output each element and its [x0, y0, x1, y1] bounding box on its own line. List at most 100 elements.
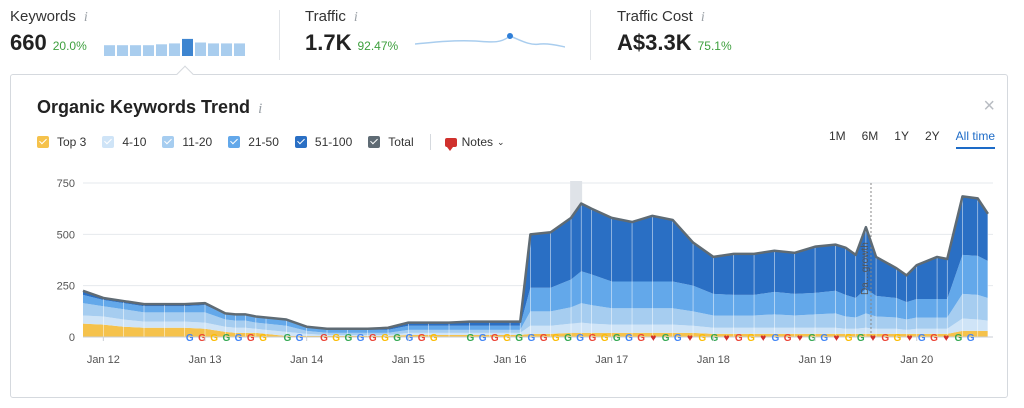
traffic-sparkline [415, 33, 565, 48]
google-update-marker: G [735, 333, 743, 344]
legend: Top 3 4-10 11-20 21-50 51-100 Total Note… [37, 133, 521, 151]
google-update-marker: G [198, 333, 206, 344]
keywords-metric[interactable]: Keywords i 660 20.0% [10, 0, 270, 68]
google-update-marker: G [845, 333, 853, 344]
checkbox-icon[interactable] [294, 136, 307, 148]
google-update-marker: G [637, 333, 645, 344]
note-marker: ♥ [943, 333, 949, 344]
google-update-marker: G [552, 333, 560, 344]
google-update-marker: G [393, 333, 401, 344]
google-update-marker: G [955, 333, 963, 344]
y-tick-label: 750 [57, 178, 75, 190]
info-icon[interactable]: i [258, 101, 263, 117]
keywords-bar [104, 45, 115, 56]
range-6m[interactable]: 6M [861, 129, 879, 143]
legend-21-50[interactable]: 21-50 [228, 135, 279, 149]
keywords-bar [221, 43, 232, 56]
google-update-marker: G [222, 333, 230, 344]
google-update-marker: G [259, 333, 267, 344]
legend-4-10[interactable]: 4-10 [102, 135, 146, 149]
y-tick-label: 0 [69, 332, 75, 344]
google-update-marker: G [283, 333, 291, 344]
google-update-marker: G [491, 333, 499, 344]
keywords-bar [117, 45, 128, 56]
info-icon[interactable]: i [700, 10, 705, 25]
traffic-value: 1.7K [305, 30, 352, 55]
legend-label: Top 3 [57, 135, 87, 149]
google-update-marker: G [857, 333, 865, 344]
x-tick-label: Jan 17 [595, 354, 628, 366]
google-update-marker: G [601, 333, 609, 344]
legend-label: 11-20 [182, 135, 213, 149]
legend-total[interactable]: Total [368, 135, 414, 149]
keywords-bars [104, 38, 245, 56]
google-update-marker: G [405, 333, 413, 344]
close-icon[interactable]: × [983, 95, 995, 117]
google-update-marker: G [711, 333, 719, 344]
legend-label: 51-100 [314, 135, 353, 149]
legend-label: Total [388, 135, 414, 149]
range-selector: 1M 6M 1Y 2Y All time [813, 129, 995, 149]
divider [279, 10, 280, 60]
legend-51-100[interactable]: 51-100 [294, 135, 353, 149]
series-area-21-50 [83, 254, 988, 333]
legend-top3[interactable]: Top 3 [37, 135, 86, 149]
note-marker: ♥ [833, 333, 839, 344]
google-update-marker: G [930, 333, 938, 344]
info-icon[interactable]: i [83, 10, 88, 25]
google-update-marker: G [296, 333, 304, 344]
google-update-marker: G [369, 333, 377, 344]
google-update-marker: G [235, 333, 243, 344]
note-marker: ♥ [650, 333, 656, 344]
organic-keywords-trend-panel: Organic Keywords Trend i × Top 3 4-10 11-… [10, 65, 1008, 398]
checkbox-icon[interactable] [368, 136, 381, 148]
legend-11-20[interactable]: 11-20 [162, 135, 212, 149]
traffic-cost-change: 75.1% [697, 39, 732, 53]
checkbox-icon[interactable] [228, 136, 241, 148]
legend-label: 4-10 [122, 135, 147, 149]
y-tick-label: 500 [57, 229, 75, 241]
series-area-top-3 [83, 323, 988, 337]
keywords-bar [208, 43, 219, 56]
google-update-marker: G [613, 333, 621, 344]
checkbox-icon[interactable] [102, 136, 115, 148]
google-update-marker: G [357, 333, 365, 344]
google-update-marker: G [332, 333, 340, 344]
keywords-bar [169, 43, 180, 56]
google-update-marker: G [515, 333, 523, 344]
notes-dropdown[interactable]: Notes ⌄ [444, 135, 505, 151]
x-tick-label: Jan 13 [188, 354, 221, 366]
chevron-down-icon: ⌄ [497, 136, 505, 147]
x-tick-label: Jan 19 [799, 354, 832, 366]
notes-label: Notes [461, 135, 493, 149]
checkbox-icon[interactable] [162, 136, 175, 148]
range-1y[interactable]: 1Y [894, 129, 909, 143]
traffic-cost-metric[interactable]: Traffic Cost i A$3.3K 75.1% [617, 0, 877, 68]
info-icon[interactable]: i [353, 10, 358, 25]
keywords-bar [130, 45, 141, 56]
google-update-marker: G [820, 333, 828, 344]
google-update-marker: G [381, 333, 389, 344]
note-marker: ♥ [687, 333, 693, 344]
google-update-marker: G [479, 333, 487, 344]
range-all-time[interactable]: All time [955, 129, 995, 149]
traffic-label: Traffic [305, 8, 346, 25]
traffic-metric[interactable]: Traffic i 1.7K 92.47% [305, 0, 565, 68]
google-update-marker: G [662, 333, 670, 344]
note-marker: ♥ [760, 333, 766, 344]
google-update-marker: G [625, 333, 633, 344]
y-tick-label: 250 [57, 281, 75, 293]
x-tick-label: Jan 14 [290, 354, 323, 366]
google-update-marker: G [528, 333, 536, 344]
note-marker: ♥ [724, 333, 730, 344]
google-update-marker: G [589, 333, 597, 344]
note-icon [444, 137, 457, 151]
traffic-cost-label: Traffic Cost [617, 8, 693, 25]
keywords-bar [156, 44, 167, 56]
range-2y[interactable]: 2Y [924, 129, 940, 143]
metrics-bar: Keywords i 660 20.0% Traffic i 1.7K 92.47% T… [0, 0, 1024, 70]
checkbox-icon[interactable] [37, 136, 49, 148]
keywords-bar [143, 45, 154, 56]
range-1m[interactable]: 1M [828, 129, 846, 143]
